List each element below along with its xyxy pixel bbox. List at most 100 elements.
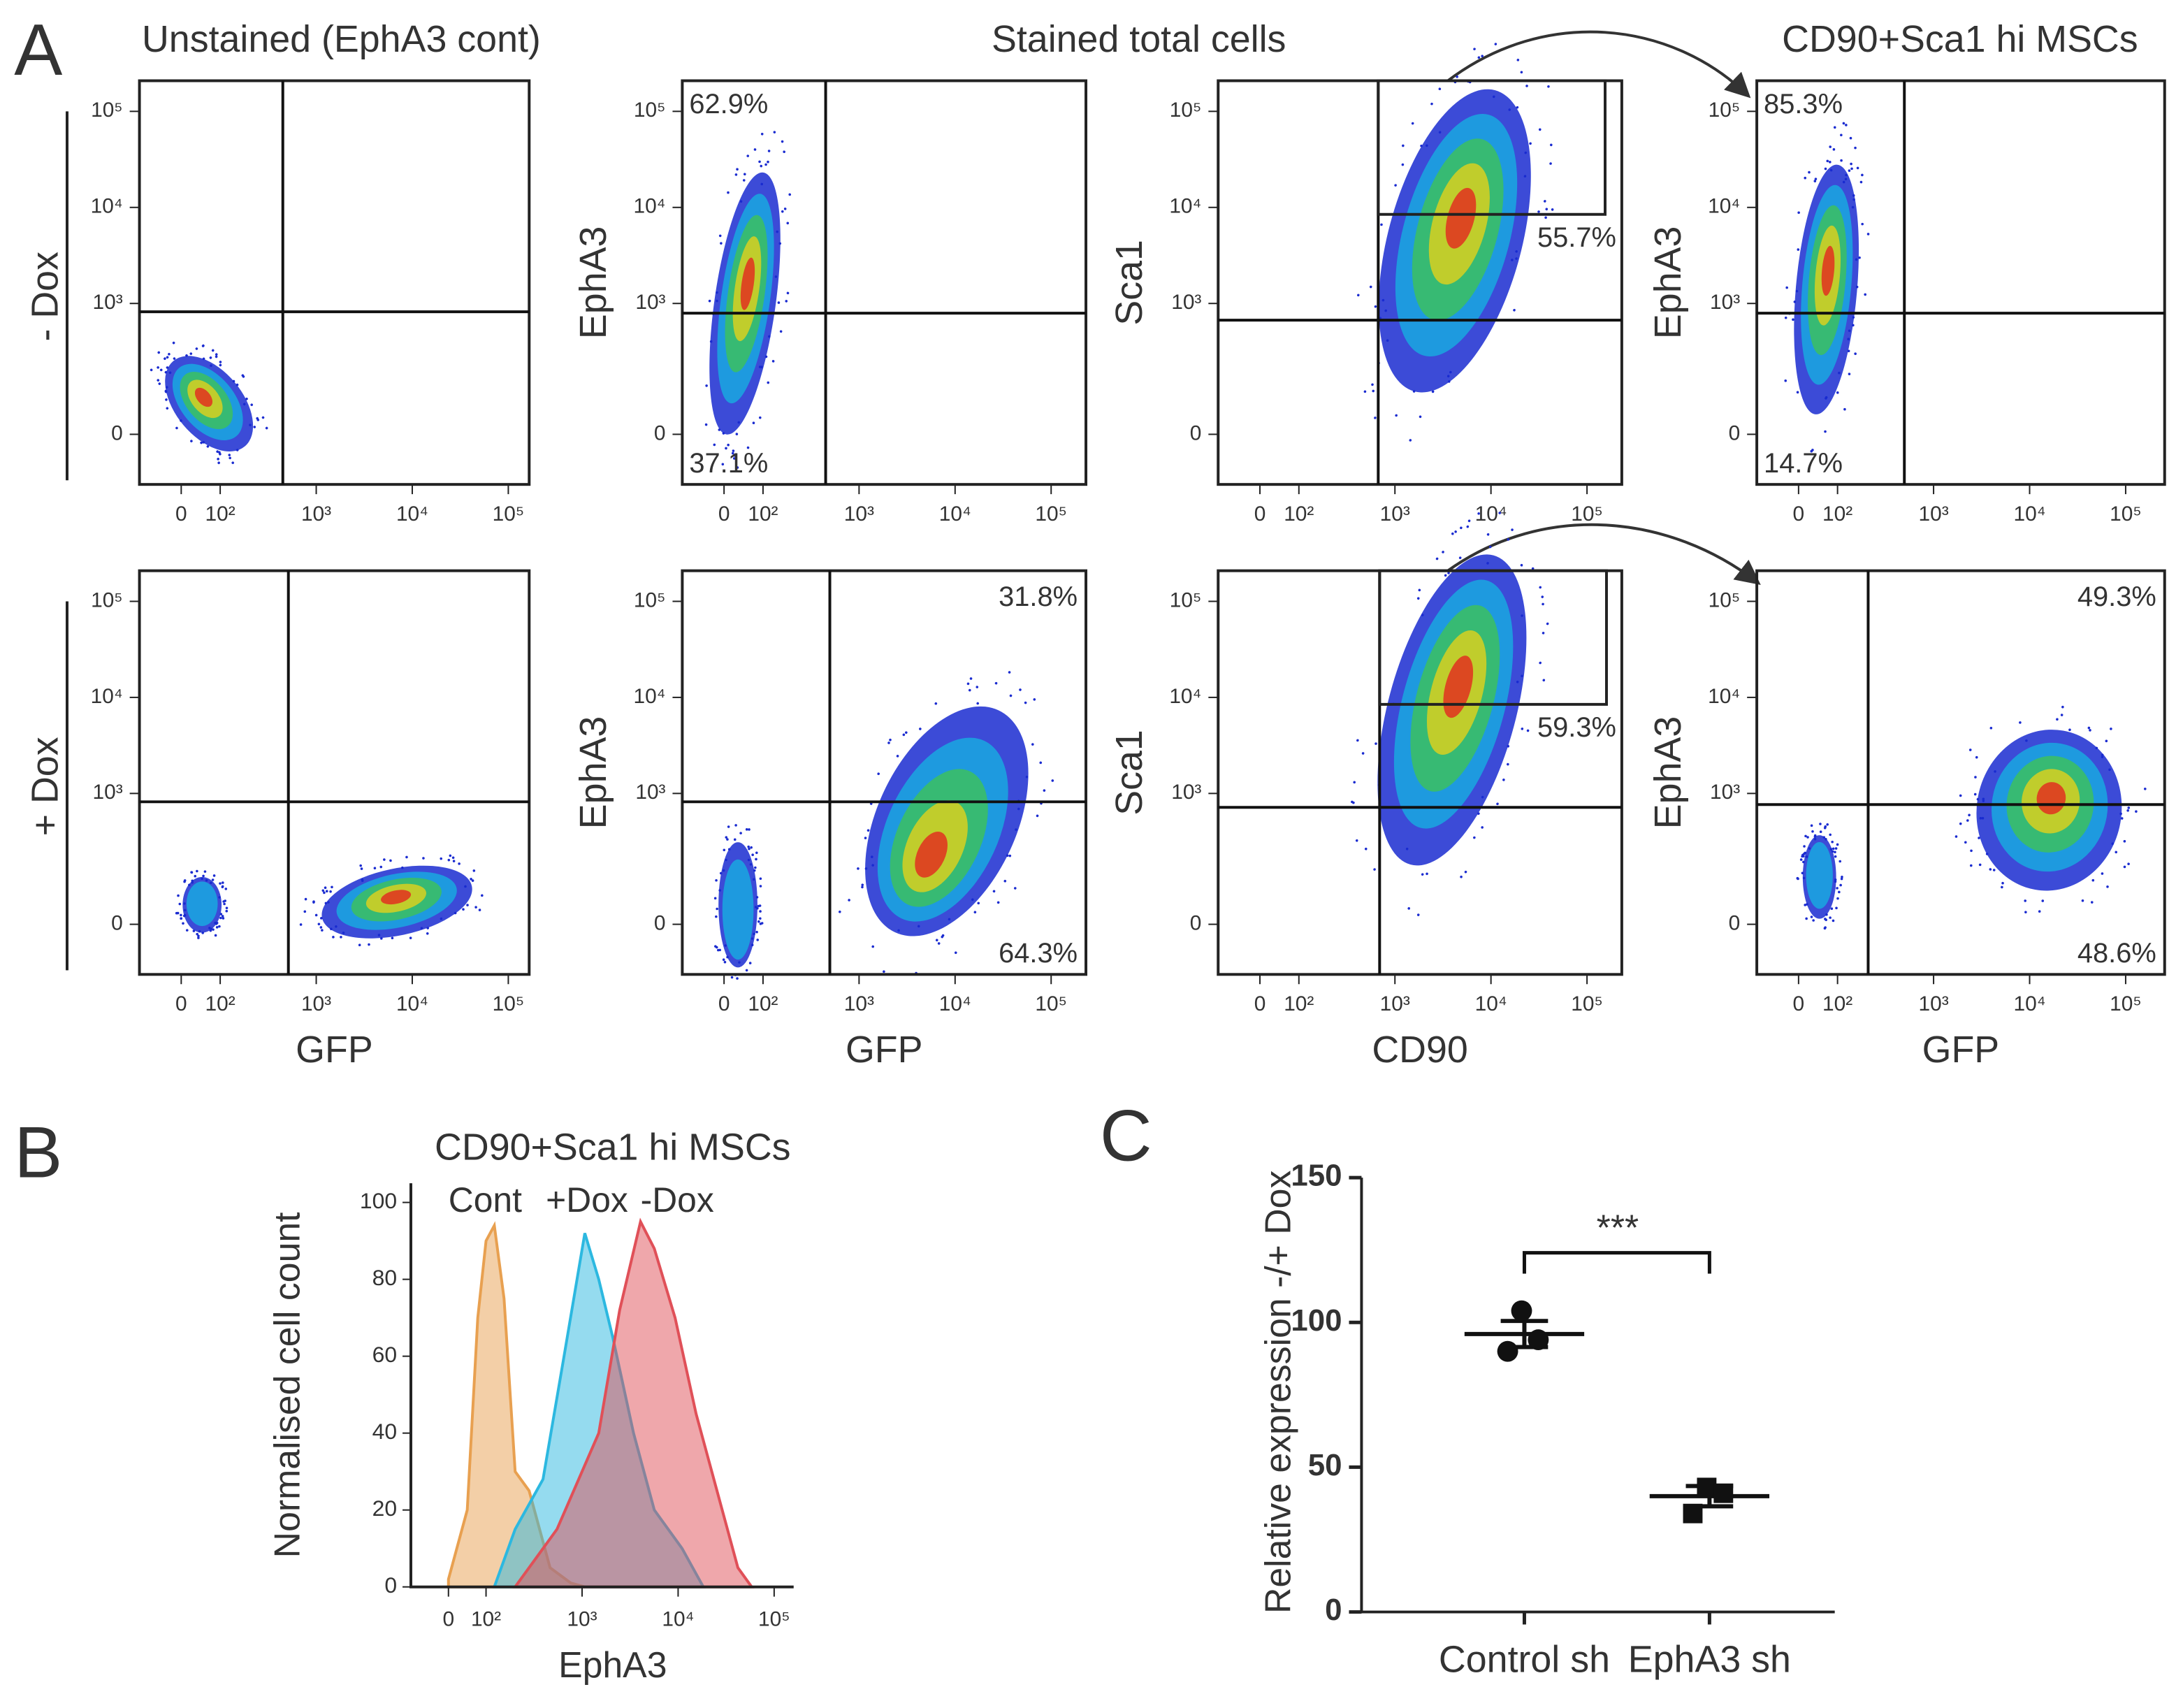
event-dot (1466, 525, 1470, 528)
event-dot (1529, 142, 1532, 145)
event-dot (713, 897, 717, 900)
event-dot (1033, 698, 1036, 701)
significance: *** (1597, 1207, 1639, 1247)
event-dot (992, 890, 996, 893)
event-dot (1460, 875, 1463, 878)
event-dot (2089, 729, 2091, 732)
event-dot (323, 891, 326, 895)
event-dot (1473, 836, 1476, 839)
event-dot (1477, 512, 1480, 515)
x-tick-label: 10³ (567, 1607, 597, 1630)
event-dot (1838, 890, 1841, 894)
gate-percentage: 49.3% (2077, 581, 2156, 612)
y-tick-label: 10⁵ (1170, 588, 1202, 611)
y-tick-label: 10⁵ (91, 588, 123, 611)
event-dot (1444, 574, 1447, 577)
event-dot (2106, 885, 2109, 888)
gate-percentage: 55.7% (1537, 222, 1616, 253)
event-dot (1992, 869, 1996, 871)
event-dot (736, 466, 739, 469)
density-level (722, 859, 754, 960)
event-dot (1547, 85, 1550, 88)
panel-label: B (14, 1112, 62, 1193)
event-dot (1966, 819, 1969, 822)
event-dot (994, 681, 998, 685)
x-tick-label: EphA3 sh (1628, 1638, 1791, 1680)
event-dot (767, 381, 770, 384)
event-dot (1481, 826, 1484, 829)
event-dot (1488, 545, 1492, 549)
event-dot (705, 384, 708, 387)
event-dot (1473, 48, 1476, 50)
column-title: Unstained (EphA3 cont) (142, 18, 541, 60)
x-tick-label: 0 (175, 992, 187, 1015)
gate-percentage: 59.3% (1537, 712, 1616, 743)
event-dot (1036, 814, 1039, 818)
y-axis-label: EphA3 (572, 226, 614, 339)
event-dot (1542, 679, 1546, 682)
y-tick-label: 0 (1729, 421, 1741, 444)
event-dot (1989, 868, 1992, 871)
plot-frame (1755, 569, 2166, 976)
event-dot (725, 836, 728, 839)
event-dot (905, 731, 908, 734)
event-dot (222, 900, 225, 903)
event-dot (189, 352, 193, 355)
event-dot (1974, 776, 1977, 779)
density-level (915, 831, 948, 878)
event-dot (1814, 178, 1818, 180)
event-dot (779, 330, 783, 333)
x-axis-label: GFP (1922, 1029, 2000, 1071)
x-tick-label: 0 (1793, 992, 1805, 1015)
event-dot (1430, 102, 1433, 106)
gate-percentage: 62.9% (689, 89, 768, 120)
x-tick-label: 10² (748, 502, 778, 526)
y-tick-label: 10⁴ (633, 195, 665, 218)
y-tick-label: 10³ (1171, 291, 1201, 314)
y-tick-label: 10³ (1171, 781, 1201, 804)
event-dot (1843, 407, 1846, 411)
event-dot (758, 416, 762, 419)
event-dot (1031, 743, 1034, 746)
event-dot (871, 945, 875, 948)
event-dot (1954, 835, 1958, 838)
event-dot (754, 866, 757, 869)
event-dot (1507, 762, 1509, 766)
event-dot (1546, 622, 1549, 625)
event-dot (466, 904, 469, 906)
x-tick-label: 10⁵ (493, 502, 525, 526)
data-point (1511, 1300, 1532, 1322)
event-dot (1456, 75, 1458, 78)
event-dot (1839, 883, 1842, 887)
event-dot (312, 901, 315, 904)
y-tick-label: 10³ (93, 781, 123, 804)
event-dot (746, 446, 750, 449)
event-dot (164, 357, 166, 360)
event-dot (211, 349, 215, 352)
event-dot (1792, 318, 1794, 321)
event-dot (708, 299, 711, 303)
event-dot (2061, 705, 2064, 709)
event-dot (733, 838, 737, 841)
event-dot (2001, 881, 2004, 885)
event-dot (748, 847, 750, 851)
event-dot (172, 341, 175, 345)
y-tick-label: 10⁴ (1169, 195, 1201, 218)
event-dot (773, 131, 776, 133)
event-dot (319, 926, 323, 929)
event-dot (744, 173, 746, 176)
event-dot (877, 772, 880, 775)
x-tick-label: 10² (1822, 992, 1852, 1015)
event-dot (157, 379, 160, 382)
density-level (1445, 187, 1477, 249)
x-tick-label: 10² (1284, 992, 1314, 1015)
event-dot (1451, 532, 1454, 535)
y-axis-label: Sca1 (1108, 730, 1150, 816)
y-tick-label: 10⁴ (91, 685, 123, 708)
event-dot (748, 828, 750, 831)
event-dot (1418, 588, 1421, 592)
event-dot (389, 859, 392, 862)
event-dot (1454, 530, 1457, 533)
event-dot (723, 960, 727, 964)
x-tick-label: 10² (1284, 502, 1314, 526)
